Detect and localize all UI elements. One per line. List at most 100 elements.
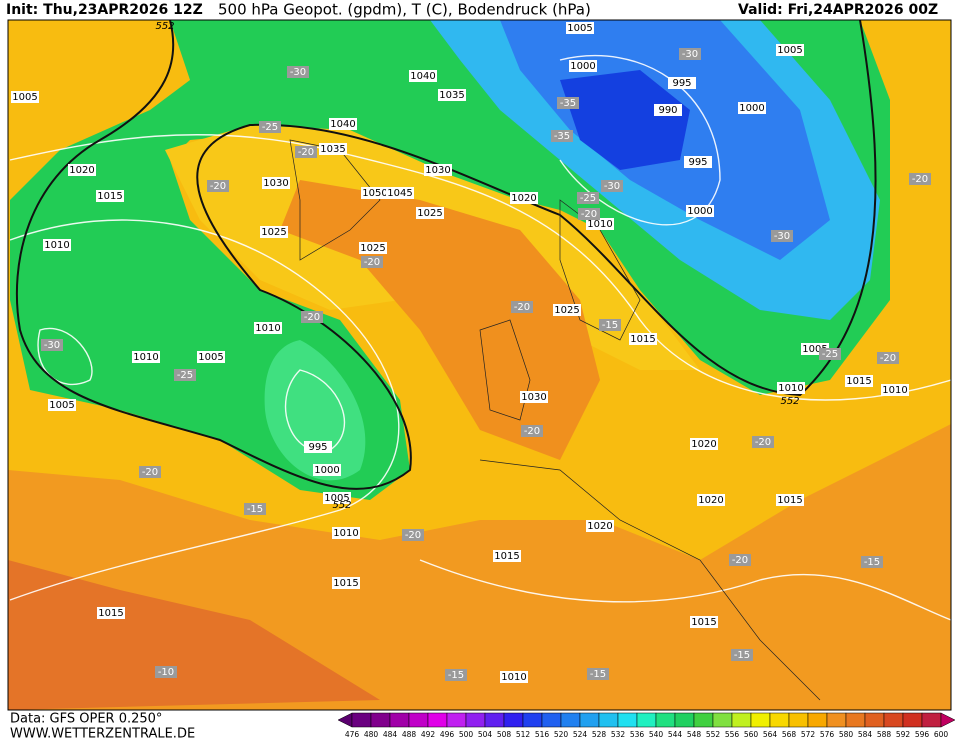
pressure-label: 1005 [324,493,349,504]
pressure-label: 1020 [587,521,612,532]
colorbar-label: 508 [497,730,512,739]
pressure-label: 1015 [691,617,716,628]
colorbar-label: 524 [573,730,588,739]
pressure-label-box [520,391,548,403]
isobars [9,55,951,621]
pressure-label-box [569,60,597,72]
valid-time: Valid: Fri,24APR2026 00Z [738,2,938,18]
pressure-label-box [493,550,521,562]
colorbar-label: 500 [459,730,474,739]
pressure-label: 995 [308,442,327,453]
temperature-label-box [402,529,424,541]
temperature-label: -30 [774,231,790,242]
pressure-label-box [313,464,341,476]
colorbar-label: 532 [611,730,626,739]
pressure-label-box [881,384,909,396]
init-time: Init: Thu,23APR2026 12Z [6,2,203,18]
pressure-label: 1025 [360,243,385,254]
temperature-label: -15 [448,670,464,681]
pressure-label-box [409,70,437,82]
temperature-label-box [244,503,266,515]
colorbar-label: 564 [763,730,778,739]
colorbar-label: 520 [554,730,569,739]
colorbar-cell [541,712,562,728]
field-dark-orange [8,560,380,710]
temperature-label-box [771,230,793,242]
colorbar-arrow-high [940,712,956,728]
pressure-label-box [690,438,718,450]
pressure-label-box [68,164,96,176]
colorbar-cell [617,712,638,728]
pressure-label: 1040 [410,71,435,82]
field-light-green [264,340,366,481]
pressure-label-box [96,190,124,202]
colorbar-cell [427,712,448,728]
pressure-label: 1020 [511,193,536,204]
pressure-label-box [686,205,714,217]
pressure-label-box [197,351,225,363]
colorbar: 476 480 484 488 492 496 500 504 508 512 516 520 524 5… [337,712,956,739]
pressure-label: 1005 [777,45,802,56]
colorbar-cell [598,712,619,728]
colorbar-cell [826,712,847,728]
website: WWW.WETTERZENTRALE.DE [10,727,195,741]
colorbar-label: 560 [744,730,759,739]
temperature-label-box [174,369,196,381]
pressure-label: 1020 [698,495,723,506]
colorbar-label: 476 [345,730,360,739]
colorbar-label: 580 [839,730,854,739]
temperature-label-box [155,666,177,678]
colorbar-cell [408,712,429,728]
pressure-label: 1010 [778,383,803,394]
colorbar-label: 592 [896,730,911,739]
pressure-label-box [132,351,160,363]
temperature-label-box [729,554,751,566]
pressure-label-box [654,104,682,116]
field-dark-blue [560,70,690,170]
pressure-label-box [260,226,288,238]
temperature-label-box [557,97,579,109]
temperature-label-box [361,256,383,268]
colorbar-cell [902,712,923,728]
temperature-label: -20 [912,174,928,185]
height-label: 552 [155,21,174,32]
temperature-label-box [41,339,63,351]
temperature-label: -20 [304,312,320,323]
temperature-label-box [819,348,841,360]
pressure-label-box [438,89,466,101]
colorbar-cell [579,712,600,728]
pressure-label-box [304,441,332,453]
pressure-label-box [254,322,282,334]
pressure-label: 990 [658,105,677,116]
pressure-label-box [668,77,696,89]
temperature-label: -20 [581,209,597,220]
pressure-label: 1000 [314,465,339,476]
colorbar-cell [351,712,372,728]
colorbar-label: 596 [915,730,930,739]
colorbar-cell [769,712,790,728]
colorbar-label: 572 [801,730,816,739]
temperature-label: -30 [604,181,620,192]
contour-labels: 1005 1005 1000 1040 1035 995 1005 1000 990 1040 10… [11,21,931,683]
temperature-label-box [577,192,599,204]
pressure-label-box [510,192,538,204]
colorbar-cell [883,712,904,728]
height-label: 552 [780,396,799,407]
height-label: 552 [332,500,351,511]
pressure-label-box [329,118,357,130]
pressure-label-box [500,671,528,683]
temperature-label-box [731,649,753,661]
pressure-label: 1005 [567,23,592,34]
temperature-label-box [259,121,281,133]
colorbar-cell [750,712,771,728]
pressure-label: 1025 [417,208,442,219]
temperature-label: -35 [560,98,576,109]
colorbar-cell [655,712,676,728]
temperature-label-box [521,425,543,437]
pressure-label: 1010 [44,240,69,251]
temperature-label: -20 [298,147,314,158]
pressure-label-box [690,616,718,628]
pressure-label-box [424,164,452,176]
temperature-label-box [587,668,609,680]
